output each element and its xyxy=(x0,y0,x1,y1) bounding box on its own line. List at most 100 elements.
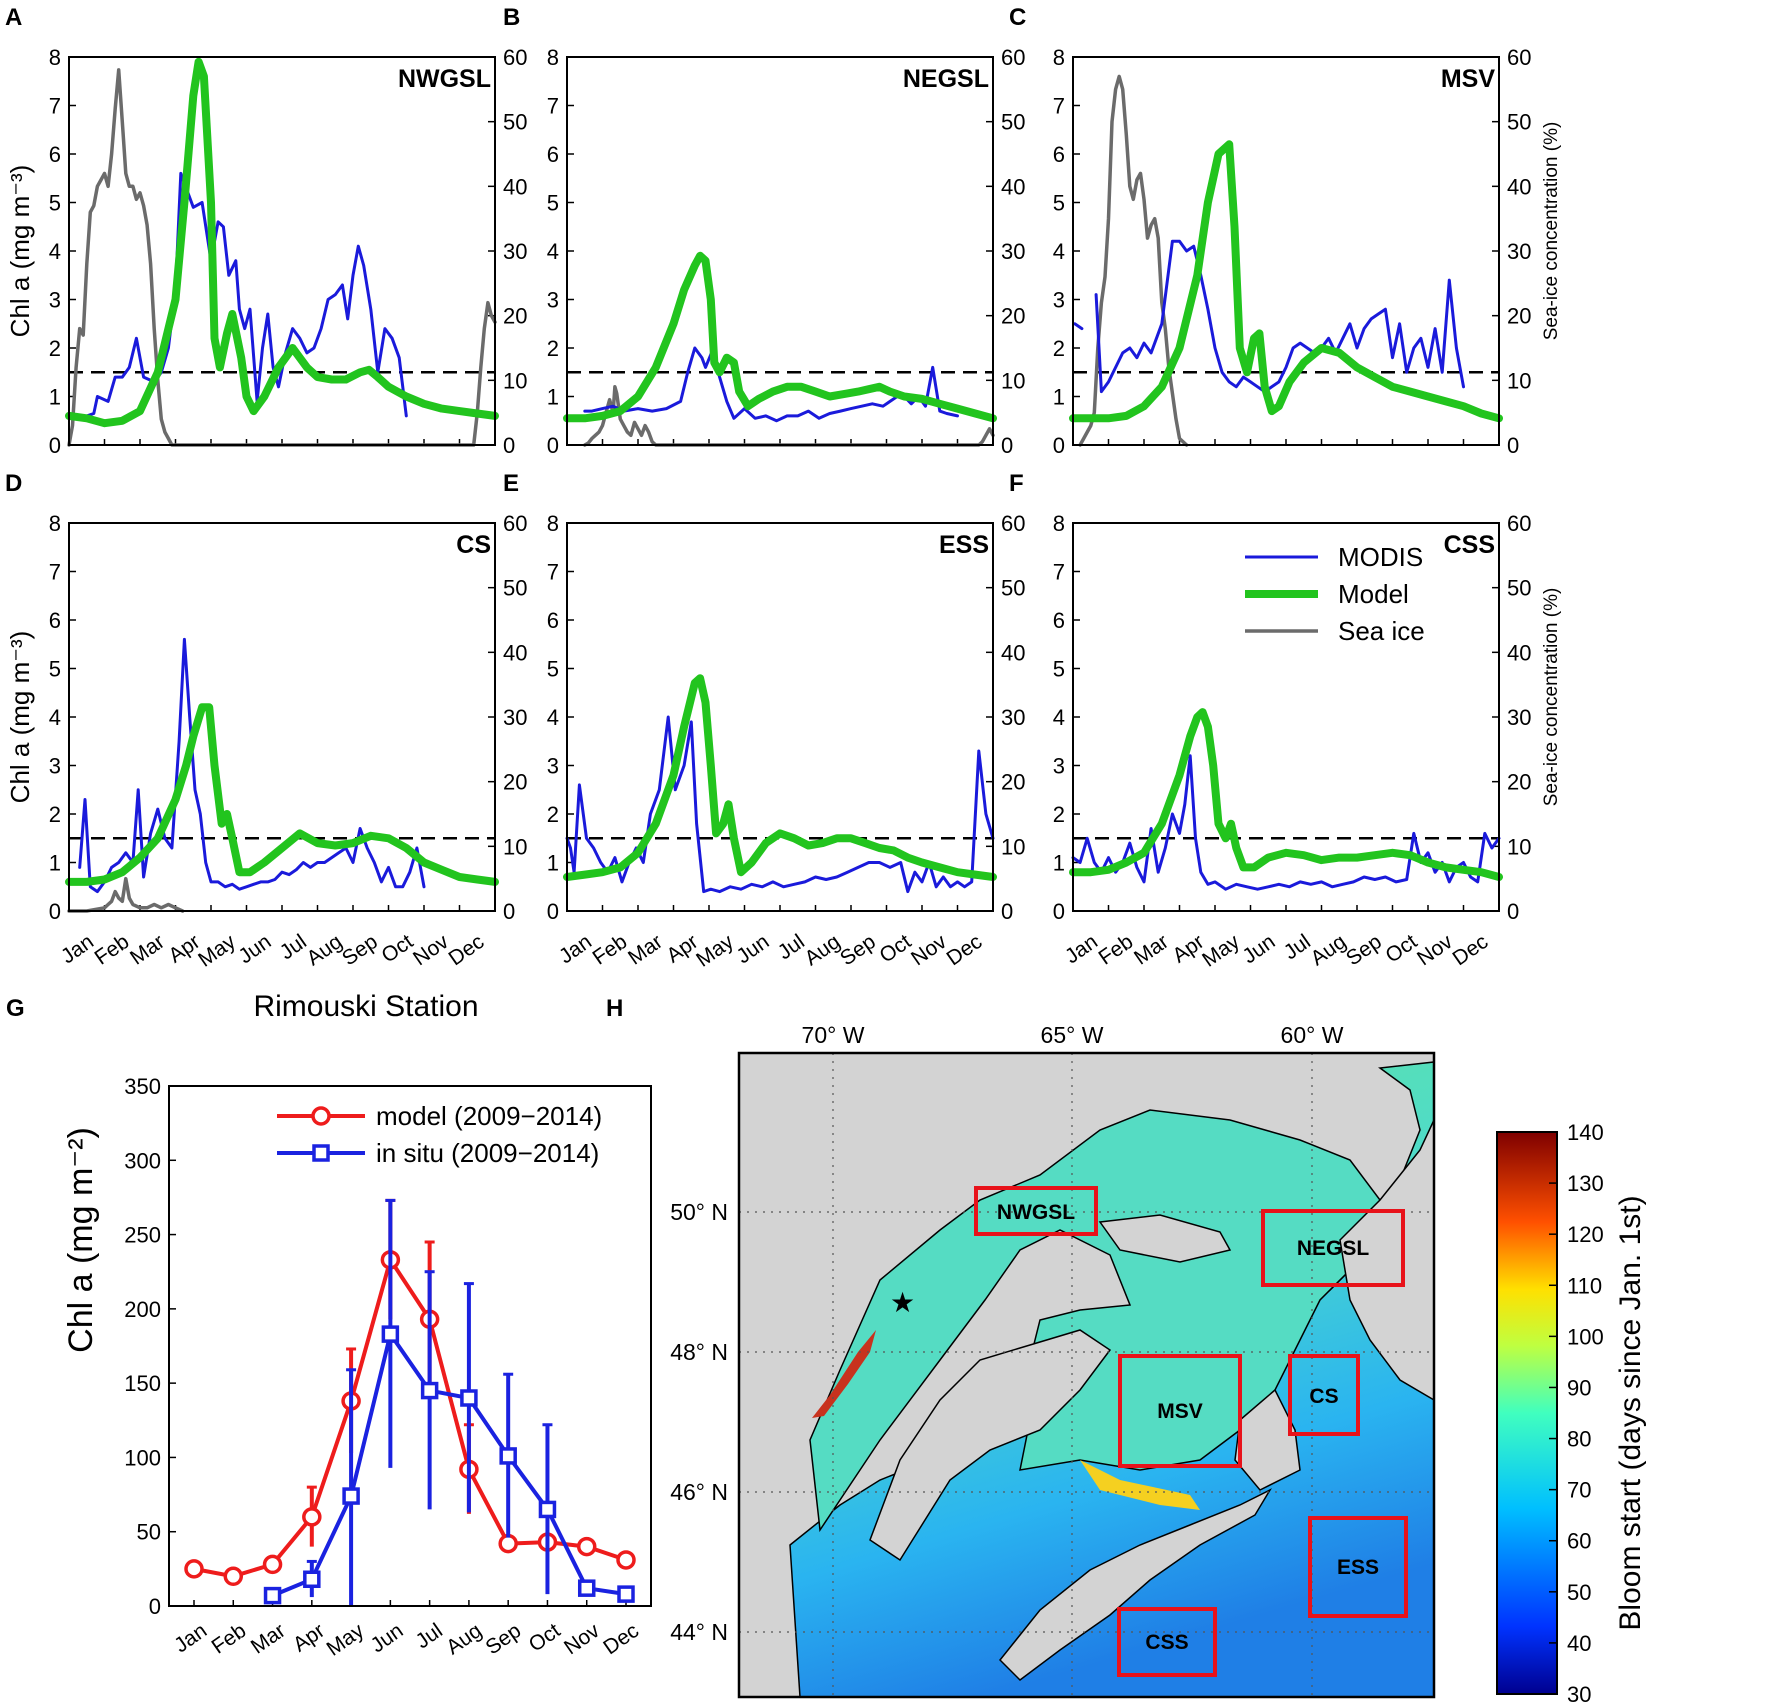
left-tick-label: 0 xyxy=(1053,433,1065,458)
right-tick-label: 20 xyxy=(503,304,527,329)
lon-label-60w: 60° W xyxy=(1281,1022,1344,1048)
map-frame xyxy=(737,1051,1436,1699)
month-label: Jul xyxy=(774,930,809,964)
colorbar-tick-label: 130 xyxy=(1567,1171,1604,1196)
month-label: May xyxy=(692,930,738,972)
map-box-ess xyxy=(1308,1516,1408,1618)
g-frame xyxy=(168,1085,652,1607)
left-tick-label: 4 xyxy=(547,239,559,264)
panel-g-y-label: Chl a (mg m⁻²) xyxy=(62,1127,100,1353)
right-tick-label: 60 xyxy=(1001,45,1025,70)
legend-label: MODIS xyxy=(1338,542,1423,572)
panel-frame xyxy=(566,522,994,912)
colorbar-tick-label: 140 xyxy=(1567,1120,1604,1145)
month-label: Jul xyxy=(1280,930,1315,964)
colorbar-tick-label: 90 xyxy=(1567,1375,1591,1400)
series-sea-ice-line xyxy=(1078,74,1189,447)
month-label: Sep xyxy=(1342,930,1386,970)
gulf-of-st-lawrence xyxy=(809,1109,1381,1533)
g-legend-label: in situ (2009−2014) xyxy=(376,1138,599,1168)
g-marker-square xyxy=(577,1579,596,1597)
left-tick-label: 6 xyxy=(49,608,61,633)
left-tick-label: 3 xyxy=(547,754,559,779)
g-marker-circle xyxy=(576,1536,597,1557)
panel-frame xyxy=(68,56,496,446)
series-model-line xyxy=(65,57,499,428)
colorbar-label: Bloom start (days since Jan. 1st) xyxy=(1614,1195,1647,1630)
series-modis-line xyxy=(583,346,959,423)
lon-label-65w: 65° W xyxy=(1041,1022,1104,1048)
series-modis-line xyxy=(1073,322,1084,331)
panel-e-letter: E xyxy=(503,470,519,497)
panel-b-region-label: NEGSL xyxy=(903,65,989,93)
panel-g-rimouski-chart: G Rimouski Station Chl a (mg m⁻²) 0 50 100… xyxy=(6,990,652,1661)
right-tick-label: 20 xyxy=(1507,304,1531,329)
g-marker-circle xyxy=(302,1507,322,1527)
colorbar-gradient xyxy=(1496,1131,1558,1695)
right-tick-label: 40 xyxy=(503,174,527,199)
series-modis-line xyxy=(1071,754,1501,891)
right-tick-label: 0 xyxy=(1001,433,1013,458)
g-legend: model (2009−2014) in situ (2009−2014) xyxy=(277,1101,602,1168)
g-marker-circle xyxy=(616,1550,636,1570)
g-marker-square xyxy=(420,1381,439,1400)
panel-a-nwgsl-chart: A 0 1 2 3 4 5 6 7 8 0 10 20 30 40 50 60 NWGSL Chl a (mg m⁻… xyxy=(5,4,527,458)
left-tick-label: 4 xyxy=(1053,239,1065,264)
left-tick-label: 6 xyxy=(1053,142,1065,167)
left-tick-label: 3 xyxy=(1053,288,1065,313)
g-y-tick-label: 200 xyxy=(124,1297,161,1322)
panel-frame xyxy=(1072,56,1500,446)
left-tick-label: 7 xyxy=(49,94,61,119)
map-box-negsl xyxy=(1261,1209,1405,1287)
right-tick-label: 20 xyxy=(1001,304,1025,329)
month-label: Mar xyxy=(1130,930,1173,970)
left-tick-label: 1 xyxy=(49,385,61,410)
g-y-tick-label: 350 xyxy=(124,1074,161,1099)
g-x-tick-label: Jun xyxy=(367,1619,408,1657)
colorbar-tick-label: 100 xyxy=(1567,1324,1604,1349)
left-tick-label: 5 xyxy=(49,191,61,216)
left-tick-label: 1 xyxy=(49,851,61,876)
left-tick-label: 3 xyxy=(547,288,559,313)
map-box-nwgsl xyxy=(974,1186,1098,1236)
panel-e-ess-chart: E0123456780102030405060JanFebMarAprMayJu… xyxy=(503,470,1025,972)
legend-label: Sea ice xyxy=(1338,616,1425,646)
legend-label: Model xyxy=(1338,579,1409,609)
left-tick-label: 2 xyxy=(547,336,559,361)
right-axis-label: Sea-ice concentration (%) xyxy=(1541,122,1562,341)
g-x-tick-label: Nov xyxy=(560,1619,604,1660)
legend: MODIS Model Sea ice xyxy=(1245,542,1425,646)
right-tick-label: 40 xyxy=(1001,640,1025,665)
panel-d-cs-chart: D0123456780102030405060JanFebMarAprMayJu… xyxy=(5,470,527,972)
month-label: May xyxy=(1198,930,1244,972)
g-marker-square xyxy=(342,1487,360,1505)
right-tick-label: 0 xyxy=(503,899,515,924)
left-tick-label: 0 xyxy=(547,899,559,924)
g-x-tick-label: Sep xyxy=(482,1619,526,1659)
series-sea-ice-line xyxy=(67,68,497,447)
series-modis-line xyxy=(565,715,995,894)
right-tick-label: 40 xyxy=(503,640,527,665)
left-axis-label: Chl a (mg m⁻³) xyxy=(5,631,35,804)
left-tick-label: 3 xyxy=(49,288,61,313)
panel-f-css-chart: F0123456780102030405060JanFebMarAprMayJu… xyxy=(1009,470,1562,972)
series-model-line xyxy=(1069,708,1503,881)
left-tick-label: 6 xyxy=(49,142,61,167)
month-label: Jul xyxy=(276,930,311,964)
left-tick-label: 1 xyxy=(1053,385,1065,410)
right-tick-label: 60 xyxy=(1507,511,1531,536)
g-y-tick-label: 0 xyxy=(149,1594,161,1619)
left-tick-label: 8 xyxy=(1053,511,1065,536)
left-tick-label: 2 xyxy=(49,336,61,361)
left-tick-label: 8 xyxy=(547,511,559,536)
left-tick-label: 8 xyxy=(547,45,559,70)
rimouski-station-star: ★ xyxy=(890,1287,915,1318)
left-tick-label: 4 xyxy=(49,239,61,264)
g-marker-circle xyxy=(184,1559,204,1579)
lon-label-70w: 70° W xyxy=(802,1022,865,1048)
month-label: Sep xyxy=(338,930,382,970)
map-label-nwgsl: NWGSL xyxy=(997,1201,1075,1224)
month-label: Sep xyxy=(836,930,880,970)
anticosti-island xyxy=(1098,1214,1232,1263)
g-x-tick-label: Feb xyxy=(208,1619,251,1659)
